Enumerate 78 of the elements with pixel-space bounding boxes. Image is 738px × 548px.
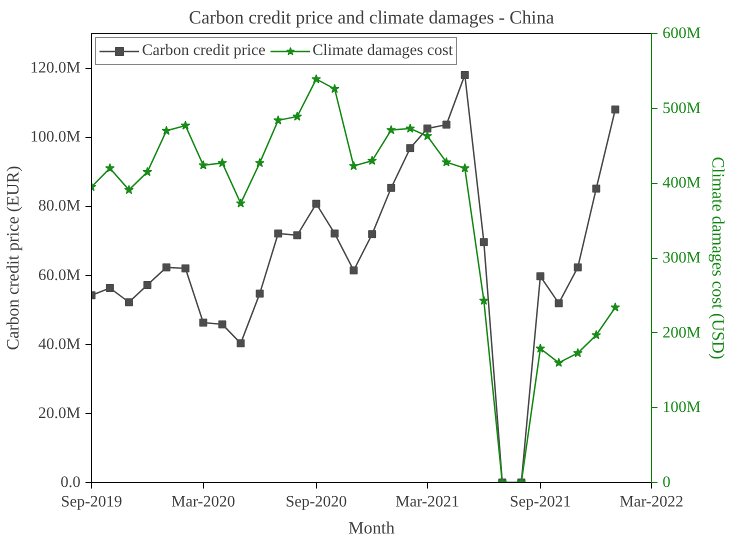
point xyxy=(536,272,544,280)
point xyxy=(406,144,414,152)
y2-axis-title: Climate damages cost (USD) xyxy=(708,156,728,360)
y2-tick-label: 600M xyxy=(662,25,701,42)
point xyxy=(536,344,546,353)
point xyxy=(405,124,415,133)
y-tick-label: 40.0M xyxy=(38,336,81,353)
y2-tick-label: 500M xyxy=(662,100,701,117)
point xyxy=(236,198,246,208)
point xyxy=(142,166,152,176)
point xyxy=(330,229,339,238)
point xyxy=(610,302,620,312)
legend-label: Climate damages cost xyxy=(312,42,453,60)
point xyxy=(460,70,469,79)
point xyxy=(256,290,264,298)
point xyxy=(350,266,358,274)
point xyxy=(386,125,396,134)
point xyxy=(611,105,620,114)
x-axis-title: Month xyxy=(348,518,395,538)
point xyxy=(330,84,340,94)
y2-tick-label: 200M xyxy=(662,324,701,342)
x-tick-label: Mar-2022 xyxy=(620,494,684,510)
legend-label: Carbon credit price xyxy=(142,42,266,60)
point xyxy=(293,231,302,240)
x-tick-label: Sep-2019 xyxy=(60,494,122,510)
point xyxy=(162,126,172,135)
point xyxy=(348,160,358,170)
point xyxy=(180,120,190,130)
point xyxy=(254,158,265,168)
point xyxy=(274,229,282,238)
point xyxy=(554,358,564,367)
point xyxy=(218,158,228,168)
point xyxy=(592,184,600,193)
point xyxy=(422,131,432,140)
point xyxy=(591,330,602,340)
y-tick-label: 0.0 xyxy=(60,474,80,491)
point xyxy=(199,318,208,327)
point xyxy=(312,200,320,208)
x-tick-label: Mar-2021 xyxy=(396,494,460,510)
point xyxy=(442,120,450,129)
point xyxy=(423,124,432,132)
x-tick-label: Sep-2021 xyxy=(510,494,572,510)
point xyxy=(480,238,488,246)
point xyxy=(236,339,245,348)
y-tick-label: 60.0M xyxy=(38,266,81,284)
point xyxy=(143,280,152,289)
point xyxy=(574,263,582,272)
y-tick-label: 120.0M xyxy=(30,60,81,77)
point xyxy=(124,184,134,194)
y-axis-title: Carbon credit price (EUR) xyxy=(3,166,22,350)
y-tick-label: 80.0M xyxy=(38,198,81,215)
point xyxy=(273,115,283,124)
point xyxy=(442,157,452,166)
point xyxy=(181,264,190,272)
point xyxy=(387,184,396,192)
point xyxy=(311,74,322,84)
point xyxy=(367,156,377,165)
point xyxy=(292,112,302,121)
point xyxy=(218,320,226,328)
point xyxy=(554,299,563,308)
chart-title: Carbon credit price and climate damages - China xyxy=(188,8,555,28)
point xyxy=(368,230,376,238)
point xyxy=(106,284,114,292)
point xyxy=(124,298,133,306)
point xyxy=(573,348,583,358)
y2-tick-label: 0 xyxy=(662,474,670,491)
point xyxy=(105,163,115,172)
y-tick-label: 100.0M xyxy=(30,128,81,146)
x-tick-label: Mar-2020 xyxy=(171,494,236,510)
y-tick-label: 20.0M xyxy=(38,404,81,422)
y2-tick-label: 400M xyxy=(662,174,701,192)
point xyxy=(198,160,208,170)
y2-tick-label: 300M xyxy=(662,250,701,266)
y2-tick-label: 100M xyxy=(662,399,701,416)
point xyxy=(162,263,170,272)
point xyxy=(460,163,470,172)
x-tick-label: Sep-2020 xyxy=(286,494,347,510)
point xyxy=(479,296,489,305)
